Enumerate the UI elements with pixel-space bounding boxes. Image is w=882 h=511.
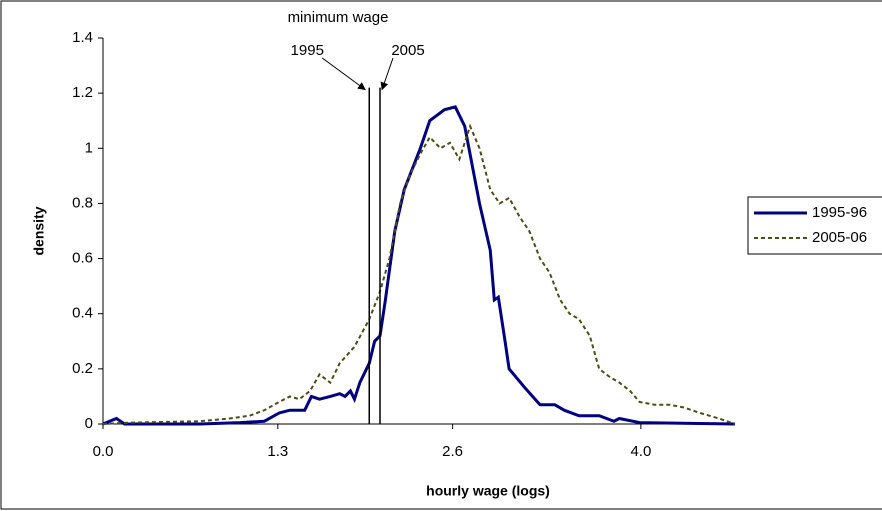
arrow: [380, 57, 394, 91]
line-series: [102, 123, 736, 425]
x-tick-label: 0.0: [93, 443, 114, 460]
y-tick-label: 0: [85, 415, 93, 432]
legend-label: 2005-06: [812, 229, 867, 246]
min-wage-label: 1995: [291, 42, 324, 59]
y-tick-label: 0.6: [72, 250, 93, 267]
x-tick-label: 4.0: [630, 443, 651, 460]
legend-box: [747, 196, 882, 255]
legend-label: 1995-96: [812, 204, 867, 221]
y-tick-label: 0.4: [72, 305, 93, 322]
y-tick-label: 1: [85, 139, 93, 156]
y-tick-label: 1.2: [72, 84, 93, 101]
arrow: [321, 57, 366, 91]
annotation: minimum wage: [288, 9, 389, 26]
x-tick-label: 2.6: [442, 443, 463, 460]
y-tick-label: 0.2: [72, 360, 93, 377]
x-tick-label: 1.3: [267, 443, 288, 460]
min-wage-label: 2005: [391, 42, 424, 59]
y-tick-label: 0.8: [72, 194, 93, 211]
y-tick-label: 1.4: [72, 29, 93, 46]
x-axis-title: hourly wage (logs): [426, 483, 550, 499]
y-axis-title: density: [31, 206, 47, 255]
